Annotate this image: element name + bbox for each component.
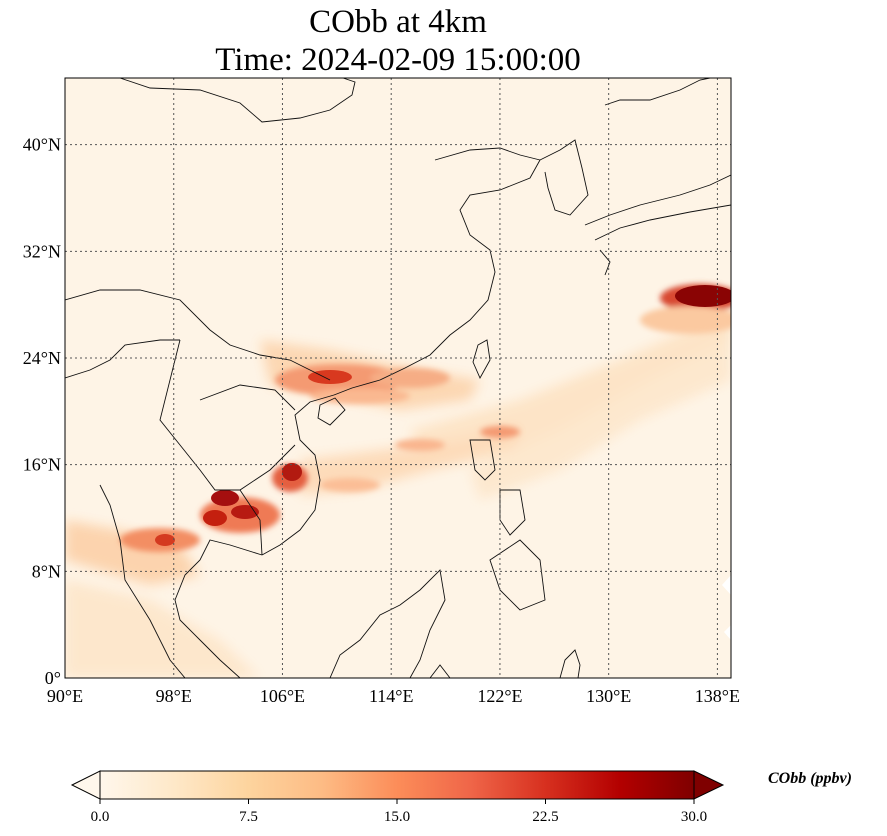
colorbar-tick-label: 7.5: [239, 809, 258, 825]
lon-tick-label: 114°E: [369, 686, 414, 706]
lat-tick-label: 32°N: [23, 241, 61, 261]
latitude-labels: 0° 8°N 16°N 24°N 32°N 40°N: [23, 135, 61, 688]
lon-tick-label: 130°E: [586, 686, 631, 706]
lat-tick-label: 24°N: [23, 348, 61, 368]
colorbar-tick-label: 22.5: [532, 809, 558, 825]
lat-tick-label: 8°N: [32, 561, 61, 581]
lat-tick-label: 16°N: [23, 455, 61, 475]
lat-tick-label: 0°: [45, 668, 61, 688]
colorbar-tick-label: 0.0: [91, 809, 110, 825]
lon-tick-label: 90°E: [47, 686, 83, 706]
longitude-labels: 90°E 98°E 106°E 114°E 122°E 130°E 138°E: [47, 686, 740, 706]
concentration-field: [65, 78, 731, 678]
map-title: CObb at 4km: [309, 4, 487, 40]
plot-frame: [64, 77, 732, 679]
lon-tick-label: 138°E: [695, 686, 740, 706]
colorbar-label: CObb (ppbv): [768, 770, 852, 787]
gridlines: [65, 78, 731, 678]
lon-tick-label: 122°E: [477, 686, 522, 706]
lat-tick-label: 40°N: [23, 135, 61, 155]
lon-tick-label: 106°E: [260, 686, 305, 706]
colorbar: 0.0 7.5 15.0 22.5 30.0: [70, 770, 725, 825]
map-subtitle: Time: 2024-02-09 15:00:00: [215, 42, 581, 78]
colorbar-tick-label: 30.0: [681, 809, 707, 825]
lon-tick-label: 98°E: [156, 686, 192, 706]
colorbar-tick-label: 15.0: [384, 809, 410, 825]
